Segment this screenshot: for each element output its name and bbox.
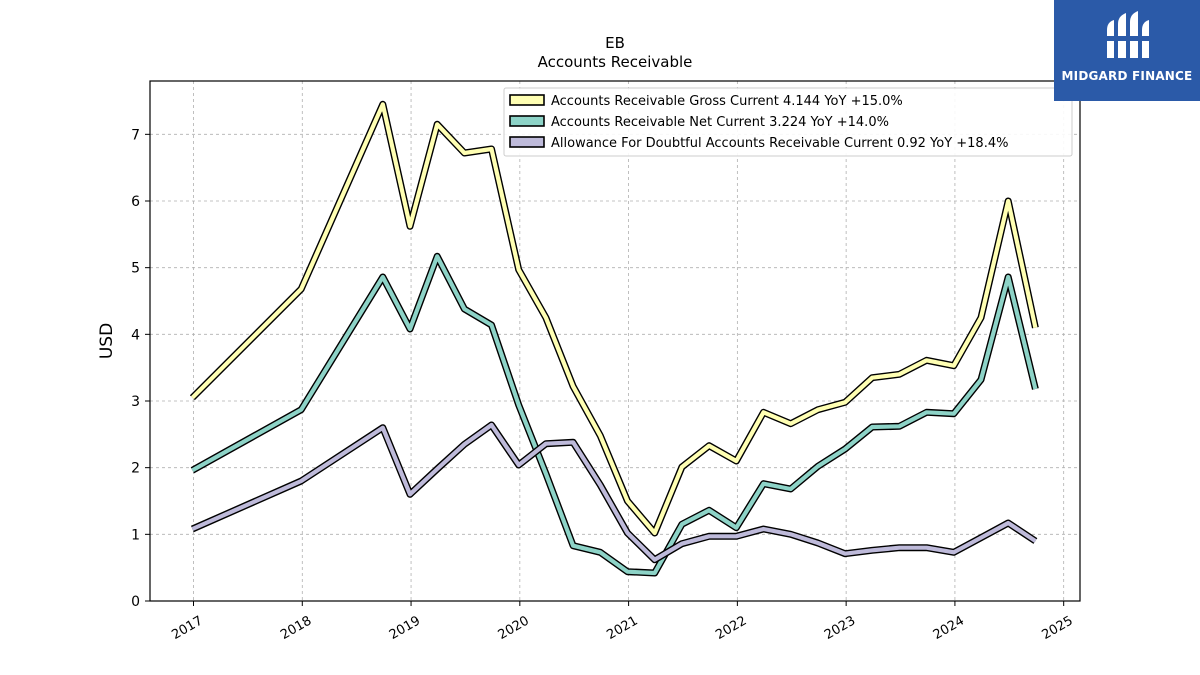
plot-frame [149,80,1081,602]
series-line-2 [191,422,1037,562]
grid [150,81,1080,602]
y-tick-label: 7 [131,127,140,143]
x-tick-label: 2020 [496,613,532,643]
legend-swatch-1 [509,115,545,127]
y-tick-label: 3 [131,394,140,410]
legend-label-2: Allowance For Doubtful Accounts Receivab… [551,136,1008,151]
logo-mark-icon [1107,11,1149,58]
y-tick-label: 2 [131,461,140,477]
series-line-outline-1 [190,252,1039,577]
series-line-0 [190,102,1038,536]
x-tick-label: 2024 [931,613,967,643]
y-axis-label: USD [97,323,117,359]
x-tick-label: 2023 [822,613,858,643]
y-tick-label: 6 [131,194,140,210]
legend-swatch-2 [509,136,545,148]
y-tick-label: 0 [131,594,140,610]
logo: MIDGARD FINANCE [1054,0,1200,101]
chart-title: EB [605,34,625,52]
logo-text: MIDGARD FINANCE [1061,69,1193,83]
y-tick-label: 5 [131,261,140,277]
axes: 0 1 2 3 4 5 6 7 2017 2018 2019 2020 2021 2022 2023 2024… [131,127,1076,643]
series-layer [189,100,1039,577]
legend: Accounts Receivable Gross Current 4.144 … [503,87,1073,157]
series-line-1 [191,254,1038,576]
legend-label-0: Accounts Receivable Gross Current 4.144 … [551,94,903,109]
legend-label-1: Accounts Receivable Net Current 3.224 Yo… [551,115,889,130]
x-tick-label: 2018 [278,613,314,643]
x-tick-label: 2019 [387,613,423,643]
y-tick-label: 1 [131,527,140,543]
y-tick-label: 4 [131,327,140,343]
x-tick-label: 2021 [604,613,640,643]
x-tick-label: 2017 [169,613,205,643]
legend-box [503,87,1073,157]
series-line-outline-2 [190,421,1038,564]
x-tick-label: 2025 [1040,613,1076,643]
x-tick-label: 2022 [713,613,749,643]
legend-swatch-0 [509,94,545,106]
chart-subtitle: Accounts Receivable [538,53,693,71]
